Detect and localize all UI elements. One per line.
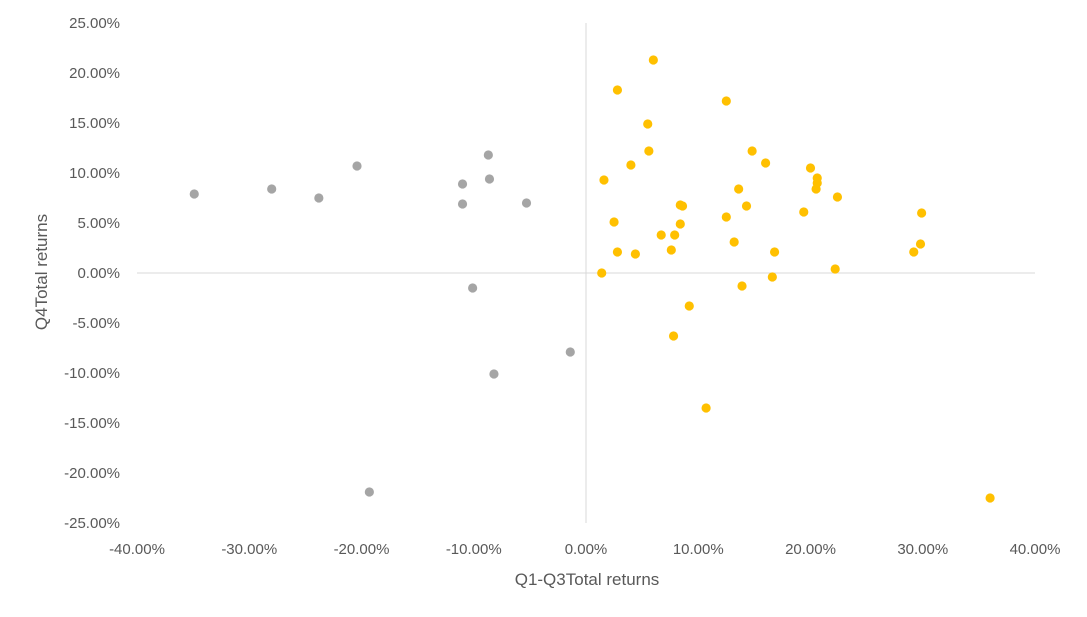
y-tick-label: 0.00% xyxy=(77,265,120,282)
data-point xyxy=(985,493,995,503)
data-point xyxy=(189,189,199,199)
x-tick-label: 40.00% xyxy=(1010,541,1061,558)
x-tick-label: -10.00% xyxy=(446,541,502,558)
data-point xyxy=(747,146,757,156)
x-tick-label: 0.00% xyxy=(565,541,608,558)
data-point xyxy=(364,487,374,497)
y-tick-label: 25.00% xyxy=(69,15,120,32)
data-point xyxy=(721,212,731,222)
data-point xyxy=(805,163,816,173)
data-point xyxy=(599,175,609,185)
y-tick-label: 20.00% xyxy=(69,65,120,82)
data-point xyxy=(769,247,780,257)
data-point xyxy=(612,85,623,95)
data-point xyxy=(909,247,919,257)
data-point xyxy=(677,201,688,211)
data-point xyxy=(666,245,676,255)
data-point xyxy=(668,331,679,341)
data-points xyxy=(189,55,995,503)
x-tick-labels: -40.00% -30.00% -20.00% -10.00% 0.00% 10.00% 2… xyxy=(109,541,1060,558)
data-point xyxy=(811,184,821,194)
data-point xyxy=(741,201,752,211)
data-point xyxy=(483,150,493,160)
data-point xyxy=(457,179,468,189)
data-point xyxy=(267,184,277,194)
data-point xyxy=(737,281,747,291)
x-tick-label: 30.00% xyxy=(897,541,948,558)
data-point xyxy=(489,369,499,379)
y-tick-labels: 25.00% 20.00% 15.00% 10.00% 5.00% 0.00% -5.00%… xyxy=(64,15,120,532)
data-point xyxy=(729,237,739,247)
x-tick-label: -40.00% xyxy=(109,541,165,558)
x-tick-label: -30.00% xyxy=(221,541,277,558)
y-tick-label: 5.00% xyxy=(77,215,120,232)
data-point xyxy=(684,301,694,311)
data-point xyxy=(565,347,575,357)
data-point xyxy=(767,272,777,282)
data-point xyxy=(457,199,468,209)
y-tick-label: -15.00% xyxy=(64,415,120,432)
data-point xyxy=(917,208,927,218)
data-point xyxy=(670,230,680,240)
data-point xyxy=(832,192,843,202)
data-point xyxy=(626,160,636,170)
data-point xyxy=(352,161,362,171)
y-axis-title: Q4Total returns xyxy=(32,214,51,330)
x-tick-label: 20.00% xyxy=(785,541,836,558)
y-tick-label: 15.00% xyxy=(69,115,120,132)
data-point xyxy=(630,249,640,259)
data-point xyxy=(521,198,532,208)
data-point xyxy=(644,146,654,156)
data-point xyxy=(484,174,495,184)
x-axis-title: Q1-Q3Total returns xyxy=(515,570,660,589)
x-tick-label: -20.00% xyxy=(334,541,390,558)
data-point xyxy=(799,207,809,217)
y-tick-label: -5.00% xyxy=(72,315,120,332)
data-point xyxy=(314,193,324,203)
data-point xyxy=(915,239,926,249)
data-point xyxy=(721,96,731,106)
data-point xyxy=(597,268,607,278)
y-tick-label: 10.00% xyxy=(69,165,120,182)
data-point xyxy=(701,403,711,413)
x-tick-label: 10.00% xyxy=(673,541,724,558)
y-tick-label: -20.00% xyxy=(64,465,120,482)
data-point xyxy=(609,217,619,227)
data-point xyxy=(675,219,685,229)
y-tick-label: -10.00% xyxy=(64,365,120,382)
data-point xyxy=(643,119,653,129)
data-point xyxy=(656,230,666,240)
data-point xyxy=(648,55,658,65)
data-point xyxy=(761,158,771,168)
data-point xyxy=(468,283,478,293)
data-point xyxy=(830,264,840,274)
y-tick-label: -25.00% xyxy=(64,515,120,532)
data-point xyxy=(612,247,623,257)
data-point xyxy=(734,184,744,194)
